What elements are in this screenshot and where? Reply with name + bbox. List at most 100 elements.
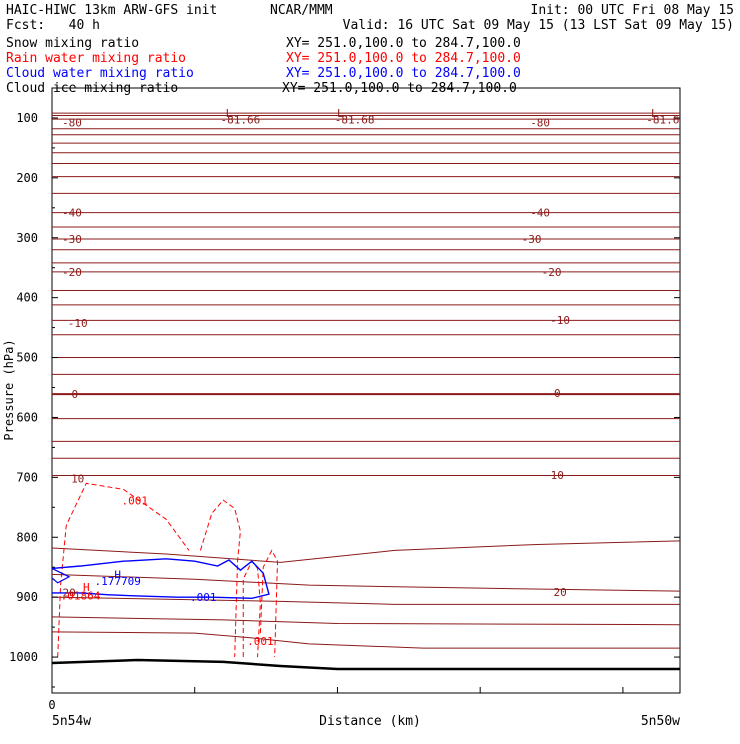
- isotherm-line: [51, 118, 681, 120]
- field-xy-cloud-water: XY= 251.0,100.0 to 284.7,100.0: [286, 66, 521, 81]
- extremum-marker: H: [83, 581, 90, 594]
- rain-contour: [242, 560, 261, 658]
- isotherm-label: -30: [62, 233, 82, 246]
- isotherm-line: [51, 356, 681, 359]
- x-axis-title: Distance (km): [319, 714, 421, 729]
- plot-frame: [51, 87, 681, 694]
- isotherm-label: -81.6: [646, 114, 679, 127]
- isotherm-line: [51, 127, 681, 130]
- isotherm-label: 0: [72, 388, 79, 401]
- isotherm-label: -80: [62, 117, 82, 130]
- field-name-cloud-water: Cloud water mixing ratio: [6, 66, 194, 81]
- isotherm-line: [51, 417, 681, 420]
- forecast-hour: Fcst: 40 h: [6, 18, 100, 33]
- field-xy-rain: XY= 251.0,100.0 to 284.7,100.0: [286, 51, 521, 66]
- isotherm-label: 20: [553, 586, 566, 599]
- cloud-water-contour: [51, 558, 270, 600]
- isotherm-line: [51, 457, 681, 459]
- isotherm-line: [51, 226, 681, 228]
- rain-contour: [199, 499, 241, 658]
- isotherm-line: [51, 596, 680, 605]
- y-tick-label: 1000: [9, 650, 38, 664]
- extremum-marker: H: [114, 568, 121, 581]
- isotherm-line: [51, 112, 681, 114]
- isotherm-label: -10: [550, 314, 570, 327]
- x-endpoint-right: 5n50w: [641, 714, 680, 729]
- isotherm-label: 20: [63, 586, 76, 599]
- isotherm-line: [51, 304, 681, 306]
- cloud-water-contour: [51, 567, 71, 584]
- isotherm-line: [51, 192, 681, 195]
- isotherm-label: -30: [522, 233, 542, 246]
- y-tick-label: 600: [16, 410, 38, 424]
- isotherm-label: 10: [71, 473, 84, 486]
- isotherm-line: [51, 474, 681, 477]
- isotherm-line: [51, 319, 681, 322]
- isotherm-label: -40: [530, 207, 550, 220]
- rain-contour: [259, 549, 279, 658]
- temperature-contours: [51, 112, 681, 649]
- extremum-marker: L: [651, 107, 658, 120]
- isotherm-line: [51, 616, 681, 626]
- cloud-water-contours: [51, 558, 270, 600]
- field-value-label: .001: [247, 635, 274, 648]
- isotherm-line: [51, 392, 681, 396]
- isotherm-label: -81.66: [221, 114, 261, 127]
- isotherm-label: 10: [551, 469, 564, 482]
- field-name-snow: Snow mixing ratio: [6, 36, 139, 51]
- y-tick-label: 100: [16, 111, 38, 125]
- y-tick-label: 700: [16, 470, 38, 484]
- isotherm-line: [51, 271, 681, 273]
- isotherm-line: [51, 573, 681, 592]
- isotherm-line: [51, 142, 681, 144]
- valid-time: Valid: 16 UTC Sat 09 May 15 (13 LST Sat …: [343, 18, 734, 33]
- isotherm-line: [51, 211, 681, 214]
- y-axis-title: Pressure (hPa): [2, 339, 16, 440]
- extremum-marker: L: [226, 107, 233, 120]
- rain-contour: [57, 482, 190, 658]
- isotherm-line: [51, 334, 681, 336]
- isotherm-line: [51, 175, 681, 178]
- y-tick-label: 500: [16, 351, 38, 365]
- isotherm-line: [51, 540, 681, 563]
- rain-water-contours: [57, 482, 279, 658]
- isotherm-line: [51, 151, 681, 154]
- field-value-label: .001: [190, 591, 217, 604]
- field-xy-snow: XY= 251.0,100.0 to 284.7,100.0: [286, 36, 521, 51]
- field-name-rain: Rain water mixing ratio: [6, 51, 186, 66]
- field-value-label: .001: [122, 495, 149, 508]
- y-tick-label: 900: [16, 590, 38, 604]
- isotherm-label: 0: [554, 387, 561, 400]
- x-tick-label: 0: [48, 698, 55, 712]
- init-time: Init: 00 UTC Fri 08 May 15: [531, 3, 735, 18]
- isotherm-line: [51, 289, 681, 292]
- isotherm-line: [51, 114, 681, 117]
- title-left: HAIC-HIWC 13km ARW-GFS init: [6, 3, 217, 18]
- isotherm-label: -81.68: [335, 114, 375, 127]
- isotherm-line: [51, 373, 681, 376]
- isotherm-label: -40: [62, 207, 82, 220]
- y-tick-label: 300: [16, 231, 38, 245]
- y-tick-label: 200: [16, 171, 38, 185]
- y-tick-label: 400: [16, 291, 38, 305]
- field-value-label: .177709: [94, 575, 140, 588]
- isotherm-line: [51, 133, 681, 136]
- isotherm-line: [51, 248, 681, 251]
- isotherm-label: -80: [530, 117, 550, 130]
- isotherm-label: -20: [542, 266, 562, 279]
- y-tick-label: 800: [16, 530, 38, 544]
- isotherm-line: [51, 162, 681, 165]
- title-center: NCAR/MMM: [270, 3, 333, 18]
- contour-labels: -80 -81.66 -81.68 -80 -81.6 -40 -40 -30 -30 -20 -2…: [61, 107, 680, 648]
- isotherm-line: [51, 238, 681, 240]
- field-value-label: .01864: [61, 589, 101, 602]
- x-endpoint-left: 5n54w: [52, 714, 91, 729]
- isotherm-line: [51, 440, 681, 443]
- isotherm-label: -10: [68, 317, 88, 330]
- isotherm-label: -20: [62, 266, 82, 279]
- terrain-line: [51, 658, 680, 671]
- isotherm-line: [51, 262, 681, 264]
